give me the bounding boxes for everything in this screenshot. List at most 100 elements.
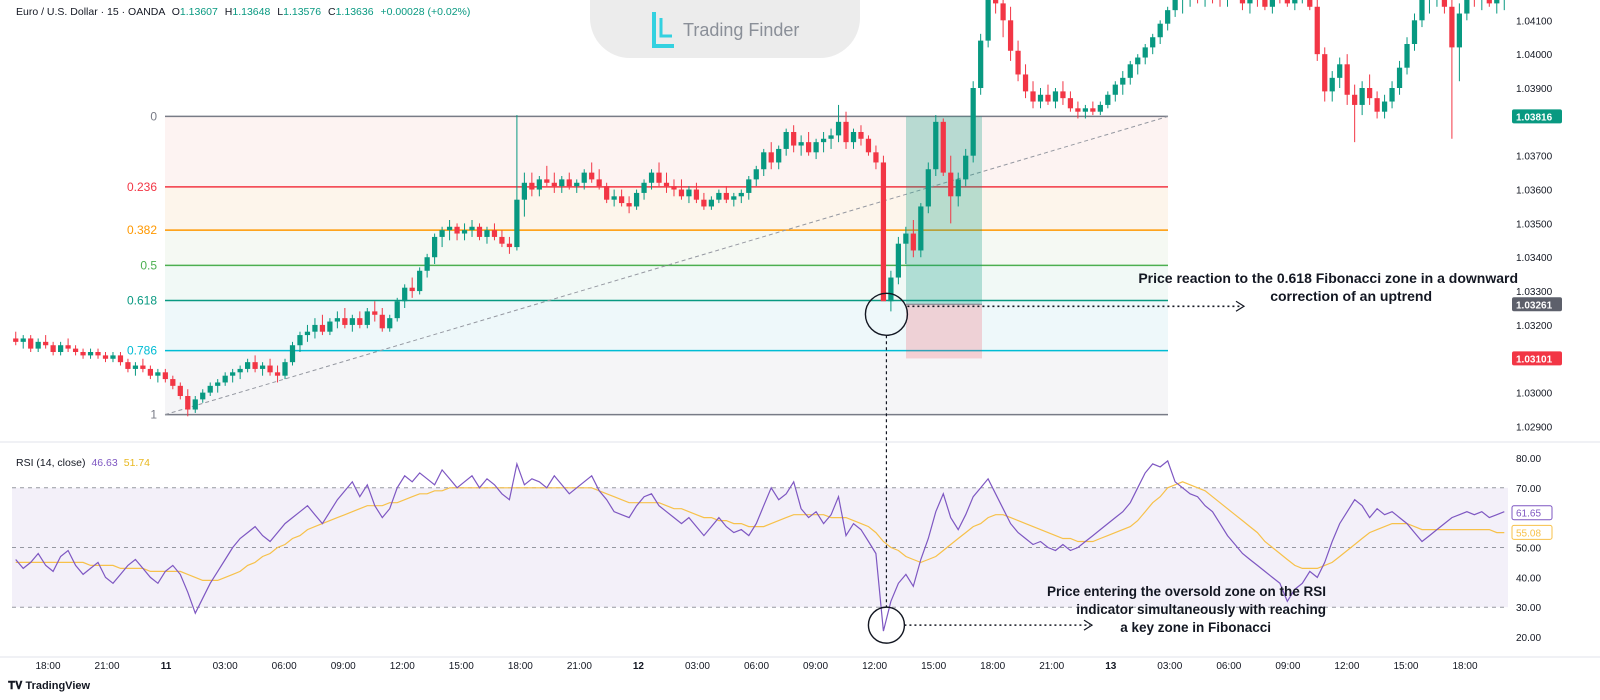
time-tick-label: 15:00 (1393, 661, 1418, 672)
candle-body (125, 362, 131, 369)
price-tick-label: 1.03500 (1516, 219, 1553, 230)
candle-body (409, 287, 415, 292)
candle-body (716, 192, 722, 200)
candle-body (1441, 0, 1448, 7)
candle-body (476, 226, 483, 237)
candle-body (1037, 94, 1044, 102)
low-value: 1.13576 (283, 6, 322, 18)
candle-body (364, 311, 370, 325)
candle-body (259, 365, 266, 369)
candle-body (155, 372, 161, 376)
rsi-tick-label: 30.00 (1516, 603, 1541, 614)
candle-body (1344, 64, 1350, 95)
candle-body (1486, 0, 1492, 4)
candle-body (499, 236, 505, 244)
time-tick-label: 03:00 (1157, 661, 1182, 672)
candle-body (708, 199, 714, 207)
candle-body (177, 385, 183, 396)
candle-body (319, 324, 326, 332)
candle-body (738, 192, 744, 197)
time-tick-label: 03:00 (685, 661, 710, 672)
candle-body (274, 372, 281, 376)
candle-body (35, 341, 41, 349)
candle-body (820, 138, 827, 143)
time-tick-label: 06:00 (1216, 661, 1241, 672)
candle-body (1292, 0, 1298, 4)
fib-zone (165, 265, 1168, 301)
candle-body (1097, 104, 1103, 112)
time-tick-label: 18:00 (1452, 661, 1477, 672)
watermark-text: Trading Finder (683, 20, 800, 40)
candle-body (1090, 108, 1096, 112)
candle-body (312, 324, 318, 332)
time-tick-label: 21:00 (1039, 661, 1064, 672)
rsi-legend[interactable]: RSI (14, close) 46.63 51.74 (16, 457, 150, 469)
candle-body (1112, 84, 1118, 95)
price-tag-label: 1.03261 (1516, 300, 1553, 311)
symbol-name[interactable]: Euro / U.S. Dollar · 15 · OANDA (16, 6, 165, 18)
candle-body (1015, 50, 1021, 75)
candle-body (80, 352, 86, 356)
high-value: 1.13648 (232, 6, 271, 18)
candle-body (1374, 98, 1380, 112)
rsi-annotation-line-1: Price entering the oversold zone on the … (1046, 584, 1326, 599)
candle-body (110, 355, 116, 359)
candle-body (1052, 91, 1059, 102)
candle-body (955, 179, 961, 197)
candle-body (903, 233, 909, 244)
candle-body (521, 182, 527, 200)
fib-level-label: 0.236 (127, 180, 157, 194)
candle-body (282, 362, 288, 376)
time-tick-label: 09:00 (1275, 661, 1300, 672)
fib-level-label: 0.5 (140, 258, 157, 272)
candle-body (566, 179, 572, 187)
time-tick-label: 12:00 (390, 661, 415, 672)
candle-body (918, 206, 924, 251)
candle-body (701, 199, 707, 207)
candle-body (551, 182, 557, 187)
candle-body (663, 182, 670, 187)
candle-body (1045, 94, 1051, 102)
candle-body (43, 341, 49, 346)
rsi-tick-label: 20.00 (1516, 633, 1541, 644)
candle-body (1284, 0, 1290, 4)
rsi-annotation: Price entering the oversold zone on the … (960, 583, 1326, 637)
candle-body (140, 365, 146, 369)
candle-body (723, 192, 729, 200)
rsi-value-tag (1511, 505, 1553, 521)
time-tick-label: 12:00 (1334, 661, 1359, 672)
stop-zone (906, 304, 982, 359)
candle-body (768, 152, 774, 163)
rsi-value: 46.63 (91, 457, 118, 469)
tradingview-logo[interactable]: 𝐓𝐕 TradingView (8, 680, 90, 693)
candle-body (1389, 88, 1395, 102)
candle-body (28, 338, 34, 349)
fib-level-label: 0.786 (127, 344, 157, 358)
candle-body (536, 179, 542, 190)
rsi-tick-label: 40.00 (1516, 573, 1541, 584)
candle-body (940, 121, 946, 173)
candle-body (334, 318, 340, 322)
candle-body (1142, 47, 1148, 58)
candle-body (1127, 64, 1133, 78)
candle-body (1060, 91, 1066, 99)
rsi-annotation-line-3: a key zone in Fibonacci (1120, 620, 1271, 635)
candle-body (297, 335, 303, 346)
candle-body (1007, 20, 1014, 51)
candle-body (252, 362, 258, 369)
candle-body (948, 172, 954, 197)
candle-body (693, 189, 700, 200)
candle-body (993, 0, 999, 4)
time-tick-label: 15:00 (921, 661, 946, 672)
tradingview-icon: 𝐓𝐕 (8, 680, 23, 692)
rsi-line (15, 459, 1505, 632)
fib-zone (165, 230, 1168, 266)
candle-body (858, 132, 864, 139)
candle-body (731, 196, 737, 200)
candle-body (469, 226, 475, 231)
time-tick-label: 03:00 (213, 661, 238, 672)
candle-body (432, 236, 438, 258)
fib-trend-line (164, 115, 1169, 416)
candle-body (342, 318, 348, 325)
